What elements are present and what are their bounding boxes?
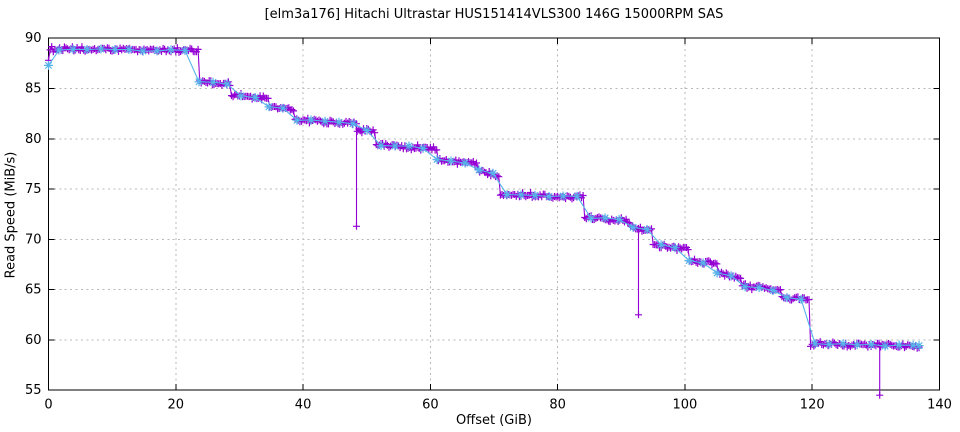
x-tick-label: 60 (422, 398, 439, 413)
series-line (48, 48, 920, 347)
axes-border (48, 37, 940, 391)
plot-border (48, 37, 940, 391)
y-tick-label: 70 (25, 232, 42, 247)
tick-labels: 0 20 40 60 80 100 120 140 55 60 65 70 75 80 85 90 (25, 31, 952, 412)
x-tick-label: 40 (295, 398, 312, 413)
y-tick-label: 85 (25, 81, 42, 96)
y-tick-label: 75 (25, 182, 42, 197)
x-tick-label: 120 (800, 398, 825, 413)
y-tick-label: 80 (25, 132, 42, 147)
series-line (47, 45, 920, 396)
y-tick-label: 90 (25, 31, 42, 46)
x-tick-label: 100 (673, 398, 698, 413)
x-tick-label: 0 (44, 398, 52, 413)
x-tick-label: 20 (168, 398, 185, 413)
series-zcav-pass-1 (45, 43, 923, 399)
y-tick-label: 60 (25, 333, 42, 348)
y-tick-label: 55 (25, 383, 42, 398)
x-axis-label: Offset (GiB) (456, 413, 532, 428)
series-markers (44, 44, 924, 351)
x-tick-label: 140 (927, 398, 952, 413)
grid-lines (48, 38, 940, 391)
y-tick-label: 65 (25, 283, 42, 298)
x-tick-label: 80 (549, 398, 566, 413)
series-markers (45, 43, 923, 399)
chart-title: [elm3a176] Hitachi Ultrastar HUS151414VL… (264, 7, 724, 22)
series-zcav-pass-2 (44, 44, 924, 351)
